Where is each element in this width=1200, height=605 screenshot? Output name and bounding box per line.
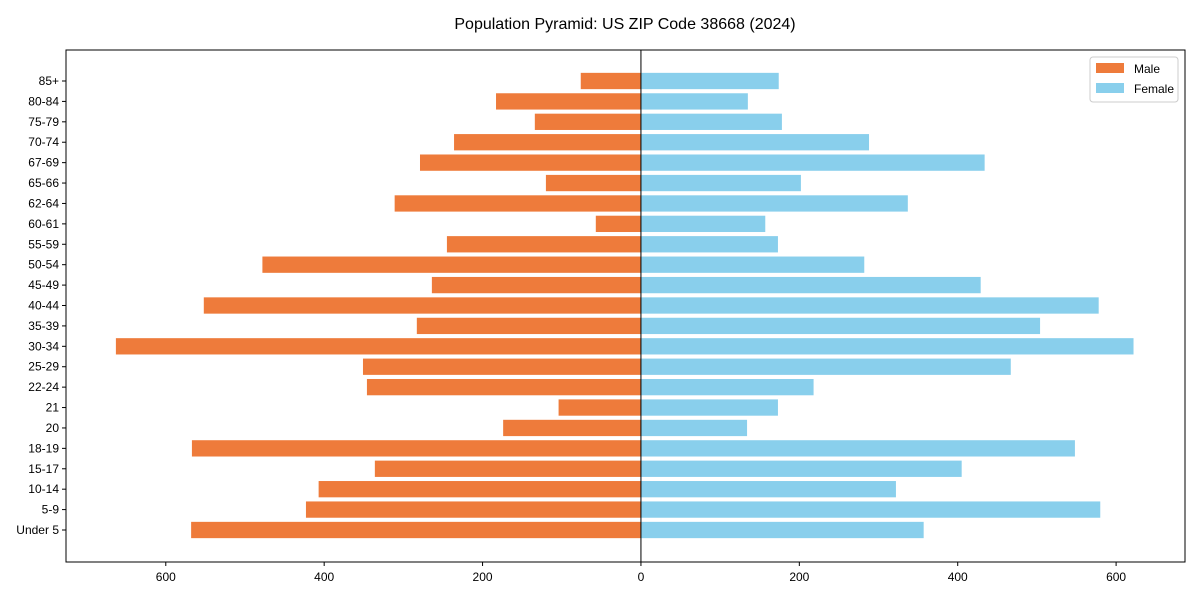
female-bar-30-34 <box>640 338 1134 355</box>
x-tick-label: 400 <box>314 570 334 584</box>
male-bar-22-24 <box>366 378 641 396</box>
female-bar-50-54 <box>640 256 865 273</box>
x-tick-label: 200 <box>789 570 809 584</box>
male-bar-18-19 <box>191 440 641 457</box>
y-tick-label: 75-79 <box>28 115 59 129</box>
male-bar-75-79 <box>534 113 641 130</box>
y-tick-label: 62-64 <box>28 196 59 210</box>
female-bar-35-39 <box>640 317 1041 335</box>
male-bar-Under 5 <box>191 521 641 539</box>
female-bar-65-66 <box>640 174 801 192</box>
y-tick-label: 21 <box>46 401 60 415</box>
y-tick-label: 18-19 <box>28 441 59 455</box>
male-bar-50-54 <box>262 256 641 273</box>
y-tick-label: Under 5 <box>16 523 59 537</box>
male-bar-80-84 <box>496 93 641 110</box>
y-tick-label: 45-49 <box>28 278 59 292</box>
female-bar-70-74 <box>640 134 870 151</box>
female-bar-45-49 <box>640 276 981 294</box>
y-tick-label: 70-74 <box>28 135 59 149</box>
female-bar-5-9 <box>640 501 1101 518</box>
male-bar-62-64 <box>394 195 641 212</box>
y-tick-label: 40-44 <box>28 299 59 313</box>
x-tick-label: 200 <box>473 570 493 584</box>
y-tick-label: 22-24 <box>28 380 59 394</box>
male-bar-15-17 <box>374 460 641 477</box>
y-tick-label: 15-17 <box>28 462 59 476</box>
female-bar-18-19 <box>640 440 1075 457</box>
female-bar-20 <box>640 419 748 437</box>
y-tick-label: 35-39 <box>28 319 59 333</box>
y-tick-label: 85+ <box>39 74 59 88</box>
plot-frame <box>65 49 1186 563</box>
legend-swatch-male <box>1096 63 1124 73</box>
male-bar-35-39 <box>416 317 641 335</box>
female-bar-80-84 <box>640 93 748 110</box>
male-bar-10-14 <box>318 481 641 498</box>
female-bar-67-69 <box>640 154 985 171</box>
male-bar-45-49 <box>431 276 641 294</box>
y-tick-label: 80-84 <box>28 94 59 108</box>
female-bar-85+ <box>640 72 779 90</box>
male-bar-25-29 <box>362 358 641 375</box>
chart-title: Population Pyramid: US ZIP Code 38668 (2… <box>454 16 795 33</box>
y-tick-label: 50-54 <box>28 258 59 272</box>
y-tick-label: 65-66 <box>28 176 59 190</box>
female-bar-21 <box>640 399 778 416</box>
x-tick-label: 600 <box>156 570 176 584</box>
female-bar-Under 5 <box>640 521 924 539</box>
female-bar-15-17 <box>640 460 962 477</box>
x-tick-label: 0 <box>638 570 645 584</box>
y-tick-label: 55-59 <box>28 237 59 251</box>
y-tick-label: 67-69 <box>28 156 59 170</box>
legend-label-male: Male <box>1134 62 1160 76</box>
female-bar-25-29 <box>640 358 1011 375</box>
y-tick-label: 10-14 <box>28 482 59 496</box>
female-bar-62-64 <box>640 195 908 212</box>
male-bar-67-69 <box>419 154 641 171</box>
male-bar-20 <box>503 419 641 437</box>
male-bar-70-74 <box>454 134 641 151</box>
legend-label-female: Female <box>1134 82 1174 96</box>
male-bar-85+ <box>580 72 641 90</box>
male-bar-21 <box>558 399 641 416</box>
y-tick-label: 5-9 <box>42 503 60 517</box>
male-bar-60-61 <box>595 215 641 233</box>
female-bar-60-61 <box>640 215 766 233</box>
x-tick-label: 400 <box>948 570 968 584</box>
male-bar-40-44 <box>203 297 641 314</box>
y-tick-label: 60-61 <box>28 217 59 231</box>
male-bar-55-59 <box>446 236 641 253</box>
y-tick-label: 30-34 <box>28 339 59 353</box>
male-bar-30-34 <box>115 338 641 355</box>
y-tick-label: 25-29 <box>28 360 59 374</box>
female-bar-75-79 <box>640 113 782 130</box>
female-bar-40-44 <box>640 297 1099 314</box>
female-bar-10-14 <box>640 481 896 498</box>
male-bar-65-66 <box>545 174 641 192</box>
female-bar-22-24 <box>640 378 814 396</box>
legend: Male Female <box>1089 56 1179 103</box>
x-tick-label: 600 <box>1106 570 1126 584</box>
legend-swatch-female <box>1096 83 1124 93</box>
y-tick-label: 20 <box>46 421 60 435</box>
male-bar-5-9 <box>305 501 641 518</box>
female-bar-55-59 <box>640 236 778 253</box>
